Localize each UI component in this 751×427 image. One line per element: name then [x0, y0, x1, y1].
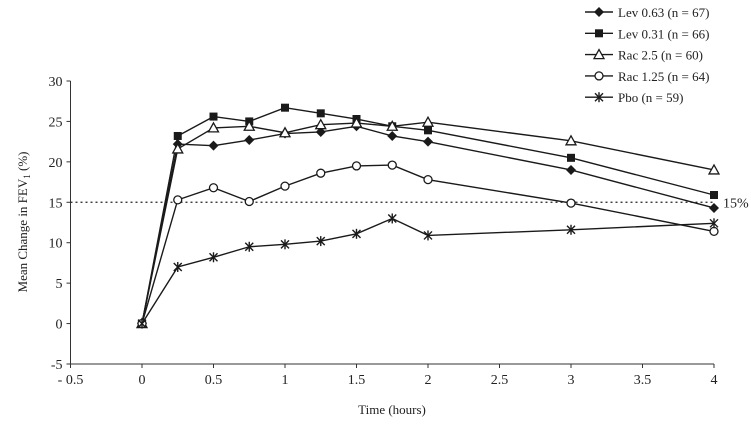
asterisk-marker: [209, 252, 218, 263]
x-tick-label: 2.5: [491, 373, 509, 388]
x-tick-label: 3: [568, 373, 575, 388]
x-tick-label: - 0.5: [58, 373, 84, 388]
x-tick-label: 0: [139, 373, 146, 388]
circle-marker: [594, 71, 604, 81]
circle-marker: [316, 168, 326, 178]
x-axis-label: Time (hours): [358, 402, 426, 417]
square-marker: [281, 103, 289, 112]
triangle-marker: [350, 116, 363, 128]
diamond-marker: [208, 140, 219, 151]
series-3: [137, 160, 719, 329]
legend-label: Rac 1.25 (n = 64): [618, 69, 709, 84]
diamond-marker: [244, 135, 255, 146]
legend-item: Lev 0.31 (n = 66): [585, 26, 709, 41]
triangle-marker: [421, 115, 435, 127]
circle-marker: [566, 198, 576, 208]
asterisk-marker: [244, 241, 254, 252]
legend-label: Lev 0.31 (n = 66): [618, 26, 709, 41]
triangle-marker: [707, 163, 721, 175]
asterisk-marker: [173, 261, 183, 272]
triangle-marker: [592, 48, 606, 60]
square-marker: [424, 126, 432, 135]
asterisk-marker: [316, 236, 326, 247]
legend-label: Lev 0.63 (n = 67): [618, 5, 709, 20]
reference-line: 15%: [70, 196, 749, 211]
x-tick-label: 2: [425, 373, 432, 388]
diamond-marker: [709, 202, 719, 213]
series-4: [137, 213, 719, 329]
diamond-marker: [566, 164, 576, 175]
triangle-marker: [386, 119, 399, 131]
triangle-marker: [314, 118, 327, 130]
series-group: [135, 103, 721, 329]
circle-marker: [173, 195, 183, 205]
asterisk-marker: [709, 218, 719, 229]
x-tick-label: 1.5: [348, 373, 366, 388]
y-tick-label: 15: [49, 196, 63, 211]
series-line: [141, 121, 715, 324]
reference-line-label: 15%: [723, 196, 749, 211]
y-tick-label: 5: [56, 277, 63, 292]
circle-marker: [208, 183, 219, 193]
y-tick-label: 10: [49, 237, 63, 252]
y-tick-label: 30: [49, 75, 63, 90]
legend-label: Pbo (n = 59): [618, 90, 683, 105]
y-tick-label: 25: [49, 115, 63, 130]
y-tick-label: 0: [56, 318, 63, 333]
y-tick-label: 20: [49, 156, 63, 171]
square-marker: [209, 112, 218, 121]
diamond-marker: [315, 126, 326, 137]
square-marker: [173, 131, 182, 140]
square-marker: [710, 191, 718, 200]
series-0: [137, 121, 719, 329]
triangle-marker: [278, 126, 292, 138]
circle-marker: [423, 174, 433, 185]
circle-marker: [351, 161, 362, 171]
x-tick-label: 1: [282, 373, 289, 388]
square-marker: [567, 153, 575, 162]
asterisk-marker: [566, 224, 576, 235]
legend-item: Rac 2.5 (n = 60): [585, 48, 703, 63]
circle-marker: [244, 196, 254, 207]
square-marker: [316, 109, 325, 118]
diamond-marker: [387, 130, 398, 141]
triangle-marker: [171, 142, 184, 154]
legend-label: Rac 2.5 (n = 60): [618, 48, 703, 63]
triangle-marker: [207, 121, 220, 133]
circle-marker: [709, 226, 719, 237]
y-axis-label: Mean Change in FEV1 (%): [15, 152, 32, 293]
circle-marker: [387, 160, 397, 170]
legend-item: Rac 1.25 (n = 64): [585, 69, 709, 84]
asterisk-marker: [352, 228, 361, 239]
asterisk-marker: [423, 230, 433, 241]
series-line: [141, 164, 715, 324]
x-tick-label: 3.5: [634, 373, 652, 388]
triangle-marker: [243, 119, 256, 131]
legend-item: Pbo (n = 59): [585, 90, 683, 105]
circle-marker: [280, 181, 290, 191]
y-tick-label: -5: [51, 358, 63, 373]
axes: -5 0 5 10 15 20 25 30 - 0.5 0 0.5 1 1.5 2 2.5 3 3.5 4: [49, 75, 718, 388]
legend: Lev 0.63 (n = 67) Lev 0.31 (n = 66) Rac 2.…: [585, 5, 709, 105]
legend-item: Lev 0.63 (n = 67): [585, 5, 709, 20]
asterisk-marker: [280, 239, 290, 250]
asterisk-marker: [387, 213, 397, 224]
triangle-marker: [564, 134, 578, 146]
series-line: [141, 125, 715, 324]
asterisk-marker: [594, 92, 604, 103]
x-tick-label: 4: [711, 373, 718, 388]
square-marker: [595, 29, 603, 38]
x-tick-label: 0.5: [205, 373, 223, 388]
series-2: [135, 115, 721, 329]
diamond-marker: [423, 136, 433, 147]
diamond-marker: [594, 7, 604, 17]
asterisk-marker: [137, 318, 147, 329]
